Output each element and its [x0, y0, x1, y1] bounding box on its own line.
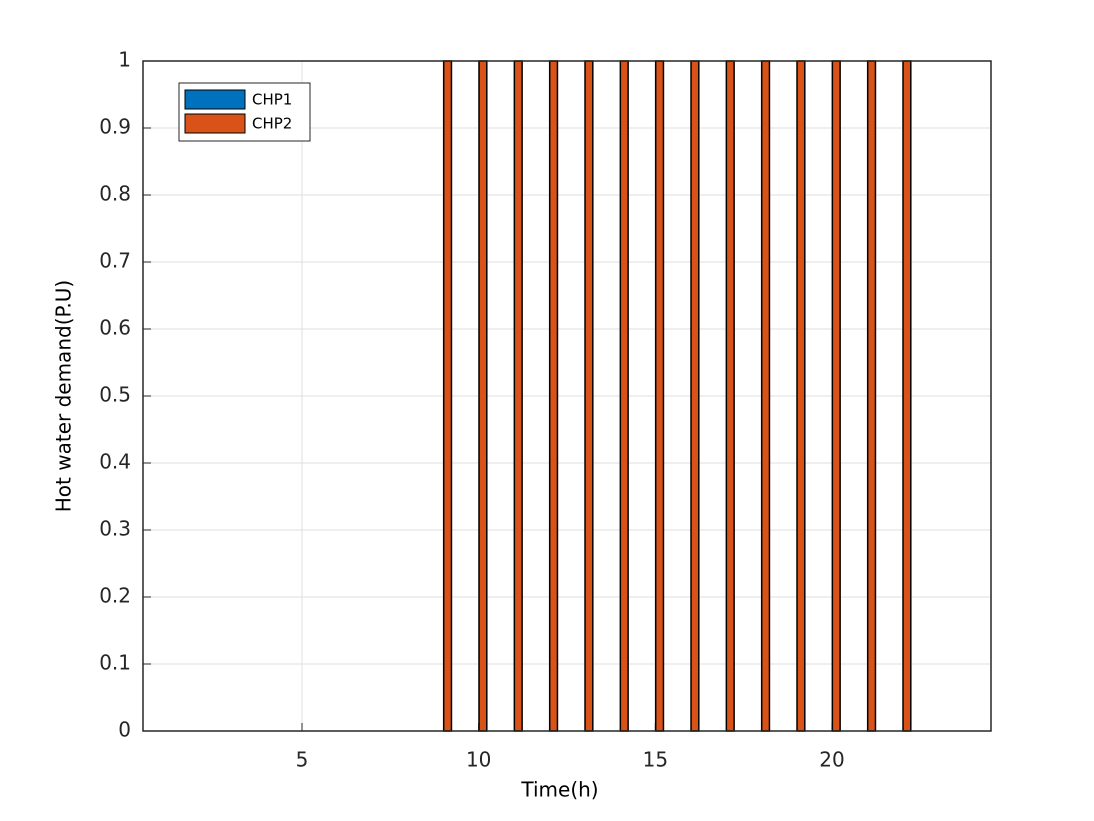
- y-tick-label: 0.6: [99, 316, 131, 340]
- bar: [619, 60, 629, 732]
- bar: [902, 60, 912, 732]
- y-axis-label: Hot water demand(P.U): [52, 280, 76, 512]
- y-tick-label: 0.2: [99, 584, 131, 608]
- legend-label: CHP2: [252, 115, 292, 133]
- x-axis-label: Time(h): [520, 778, 598, 802]
- legend-label: CHP1: [252, 91, 292, 109]
- x-tick-label: 20: [819, 748, 844, 772]
- bar: [548, 60, 559, 732]
- legend-swatch: [184, 89, 246, 110]
- x-tick-label: 10: [466, 748, 491, 772]
- axes-box: [142, 60, 992, 732]
- bar: [796, 60, 806, 732]
- y-tick-label: 0.5: [99, 383, 131, 407]
- bar: [442, 60, 453, 732]
- y-tick-label: 0.3: [99, 517, 131, 541]
- x-tick-label: 5: [296, 748, 309, 772]
- y-tick-label: 0: [118, 718, 131, 742]
- legend-swatch: [184, 113, 246, 134]
- y-tick-label: 0.1: [99, 651, 131, 675]
- bar: [478, 60, 488, 732]
- bar: [866, 60, 877, 732]
- y-tick-label: 0.7: [99, 249, 131, 273]
- x-tick-label: 15: [643, 748, 668, 772]
- y-tick-label: 1: [118, 48, 131, 72]
- y-tick-label: 0.8: [99, 182, 131, 206]
- y-tick-label: 0.4: [99, 450, 131, 474]
- bar: [513, 60, 523, 732]
- bar: [760, 60, 771, 732]
- bar: [690, 60, 700, 732]
- bar: [725, 60, 735, 732]
- bar: [584, 60, 594, 732]
- bar: [831, 60, 841, 732]
- y-tick-label: 0.9: [99, 115, 131, 139]
- bar: [654, 60, 665, 732]
